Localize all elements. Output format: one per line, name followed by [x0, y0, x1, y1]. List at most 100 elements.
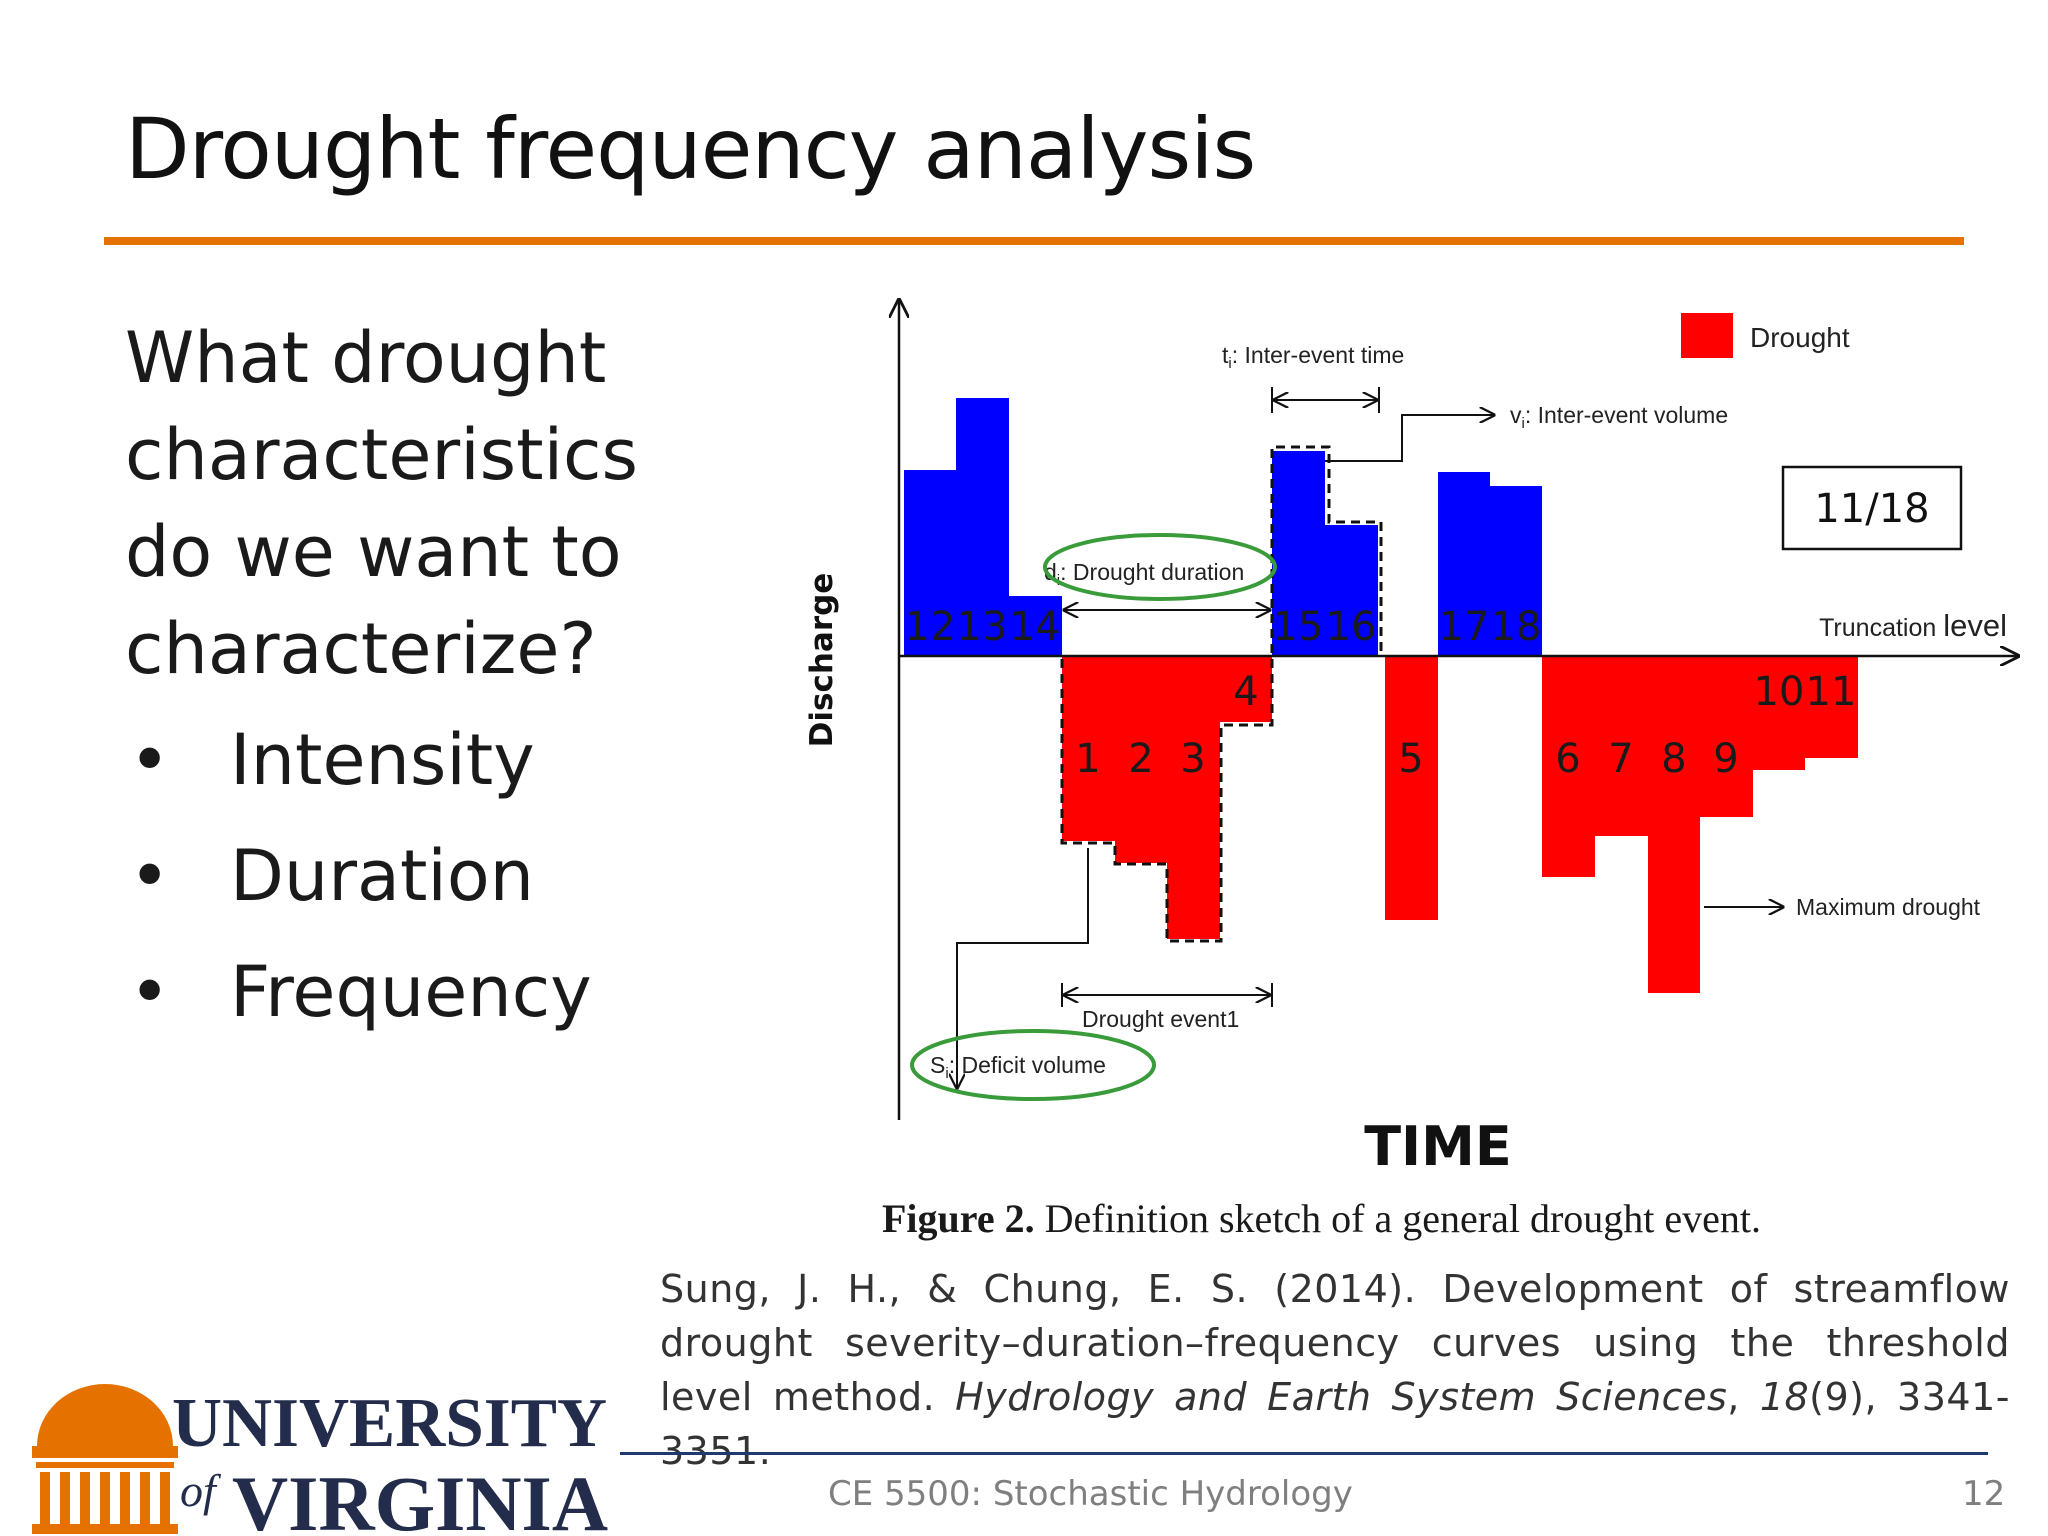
bullet-item: • Frequency	[125, 942, 592, 1058]
bar-4	[1220, 656, 1272, 722]
bar-label: 13	[957, 604, 1008, 650]
bar-label: 2	[1128, 736, 1153, 782]
bar-12	[904, 470, 956, 656]
bar-label: 9	[1713, 736, 1738, 782]
footer-page-number: 12	[1962, 1474, 2006, 1514]
bullet-text: Duration	[230, 835, 535, 917]
bar-2	[1115, 656, 1167, 863]
bar-label: 4	[1233, 669, 1258, 715]
bar-label: 8	[1661, 736, 1686, 782]
footer-divider	[620, 1452, 1988, 1455]
bullet-dot: •	[129, 719, 171, 801]
deficit-bar-labels: 1 2 3 4 5 6 7 8 9 10 11	[1075, 669, 1856, 782]
bar-13	[956, 398, 1009, 656]
bullet-item: • Intensity	[125, 710, 592, 826]
bullet-dot: •	[129, 951, 171, 1033]
ti-text: : Inter-event time	[1232, 342, 1405, 368]
question-line: characterize?	[125, 608, 597, 690]
bar-label: 15	[1273, 604, 1324, 650]
question-line: characteristics	[125, 414, 638, 496]
bar-3	[1167, 656, 1220, 939]
y-axis-label: Discharge	[804, 573, 840, 748]
vi-sub: i	[1522, 415, 1525, 432]
citation-pages: (9), 3341-3351.	[660, 1375, 2010, 1473]
drought-event-label: Drought event1	[1082, 1006, 1239, 1032]
title-divider	[104, 237, 1964, 245]
logo-of: of	[180, 1465, 222, 1516]
inter-event-volume-label: vi: Inter-event volume	[1510, 402, 1728, 432]
rotunda-icon	[32, 1384, 178, 1534]
citation-volume: 18	[1759, 1375, 1810, 1419]
question-line: What drought	[125, 317, 607, 399]
deficit-volume-leader	[957, 848, 1089, 1088]
bar-label: 1	[1075, 736, 1100, 782]
bar-label: 5	[1398, 736, 1423, 782]
deficit-volume-ellipse	[910, 1029, 1156, 1101]
deficit-volume-label: Si: Deficit volume	[930, 1052, 1106, 1082]
bar-10	[1753, 656, 1805, 770]
citation-journal: Hydrology and Earth System Sciences	[955, 1375, 1728, 1419]
bar-7	[1595, 656, 1648, 836]
bar-label: 14	[1010, 604, 1061, 650]
deficit-bars	[1062, 656, 1858, 993]
drought-event-outline	[1060, 659, 1274, 943]
footer-course: CE 5500: Stochastic Hydrology	[828, 1474, 1353, 1514]
bar-8	[1648, 656, 1700, 993]
drought-figure: 12 13 14 15 16 17 18 1 2 3 4 5 6 7 8 9 1…	[804, 295, 2040, 1178]
ti-sub: i	[1228, 355, 1231, 372]
drought-duration-ellipse	[1043, 533, 1277, 601]
bar-6	[1542, 656, 1595, 877]
bar-label: 17	[1439, 604, 1490, 650]
x-axis-label: TIME	[1364, 1115, 1512, 1178]
bar-label: 18	[1491, 604, 1542, 650]
level-word: level	[1943, 608, 2007, 643]
maximum-drought-label: Maximum drought	[1796, 894, 1981, 920]
vi-symbol: v	[1510, 402, 1522, 428]
slide-badge-text: 11/18	[1814, 486, 1929, 532]
ti-symbol: t	[1222, 342, 1229, 368]
bar-label: 6	[1555, 736, 1580, 782]
drought-duration-label: di: Drought duration	[1044, 559, 1244, 589]
inter-event-time-label: ti: Inter-event time	[1222, 342, 1404, 372]
slide-badge-box	[1781, 465, 1963, 551]
bullet-item: • Duration	[125, 826, 592, 942]
si-symbol: S	[930, 1052, 945, 1078]
citation-main: Sung, J. H., & Chung, E. S. (2014). Deve…	[660, 1267, 2010, 1419]
bar-label: 12	[905, 604, 956, 650]
caption-bold: Figure 2.	[882, 1196, 1035, 1241]
legend-label: Drought	[1750, 322, 1850, 353]
question-text: What drought characteristics do we want …	[125, 310, 685, 698]
bar-label: 16	[1326, 604, 1377, 650]
surplus-bars	[904, 398, 1542, 656]
bar-label: 3	[1180, 736, 1205, 782]
bullet-text: Frequency	[230, 951, 592, 1033]
bar-16	[1325, 525, 1378, 656]
bar-label: 11	[1806, 669, 1857, 715]
bar-label: 10	[1754, 669, 1805, 715]
bullet-text: Intensity	[230, 719, 535, 801]
bullet-list: • Intensity • Duration • Frequency	[125, 710, 592, 1058]
si-text: : Deficit volume	[949, 1052, 1106, 1078]
bar-14	[1009, 596, 1062, 656]
bullet-dot: •	[129, 835, 171, 917]
bar-label: 7	[1608, 736, 1633, 782]
si-sub: i	[945, 1065, 948, 1082]
figure-caption: Figure 2. Definition sketch of a general…	[882, 1195, 1761, 1242]
legend-swatch	[1681, 313, 1733, 358]
bar-17	[1438, 472, 1490, 656]
bar-1	[1062, 656, 1115, 841]
vi-text: : Inter-event volume	[1525, 402, 1728, 428]
inter-event-outline	[1270, 445, 1383, 653]
bar-5	[1385, 656, 1438, 920]
bar-9	[1700, 656, 1753, 817]
truncation-level-label: Truncation level	[1819, 608, 2007, 643]
surplus-bar-labels: 12 13 14 15 16 17 18	[905, 604, 1542, 650]
slide-title: Drought frequency analysis	[125, 100, 1256, 198]
truncation-word: Truncation	[1819, 614, 1943, 642]
question-line: do we want to	[125, 511, 622, 593]
bar-15	[1272, 451, 1325, 656]
university-logo: UNIVERSITY of VIRGINIA	[32, 1384, 608, 1536]
logo-university: UNIVERSITY	[172, 1385, 607, 1462]
logo-virginia: VIRGINIA	[232, 1460, 608, 1536]
bar-11	[1805, 656, 1858, 758]
